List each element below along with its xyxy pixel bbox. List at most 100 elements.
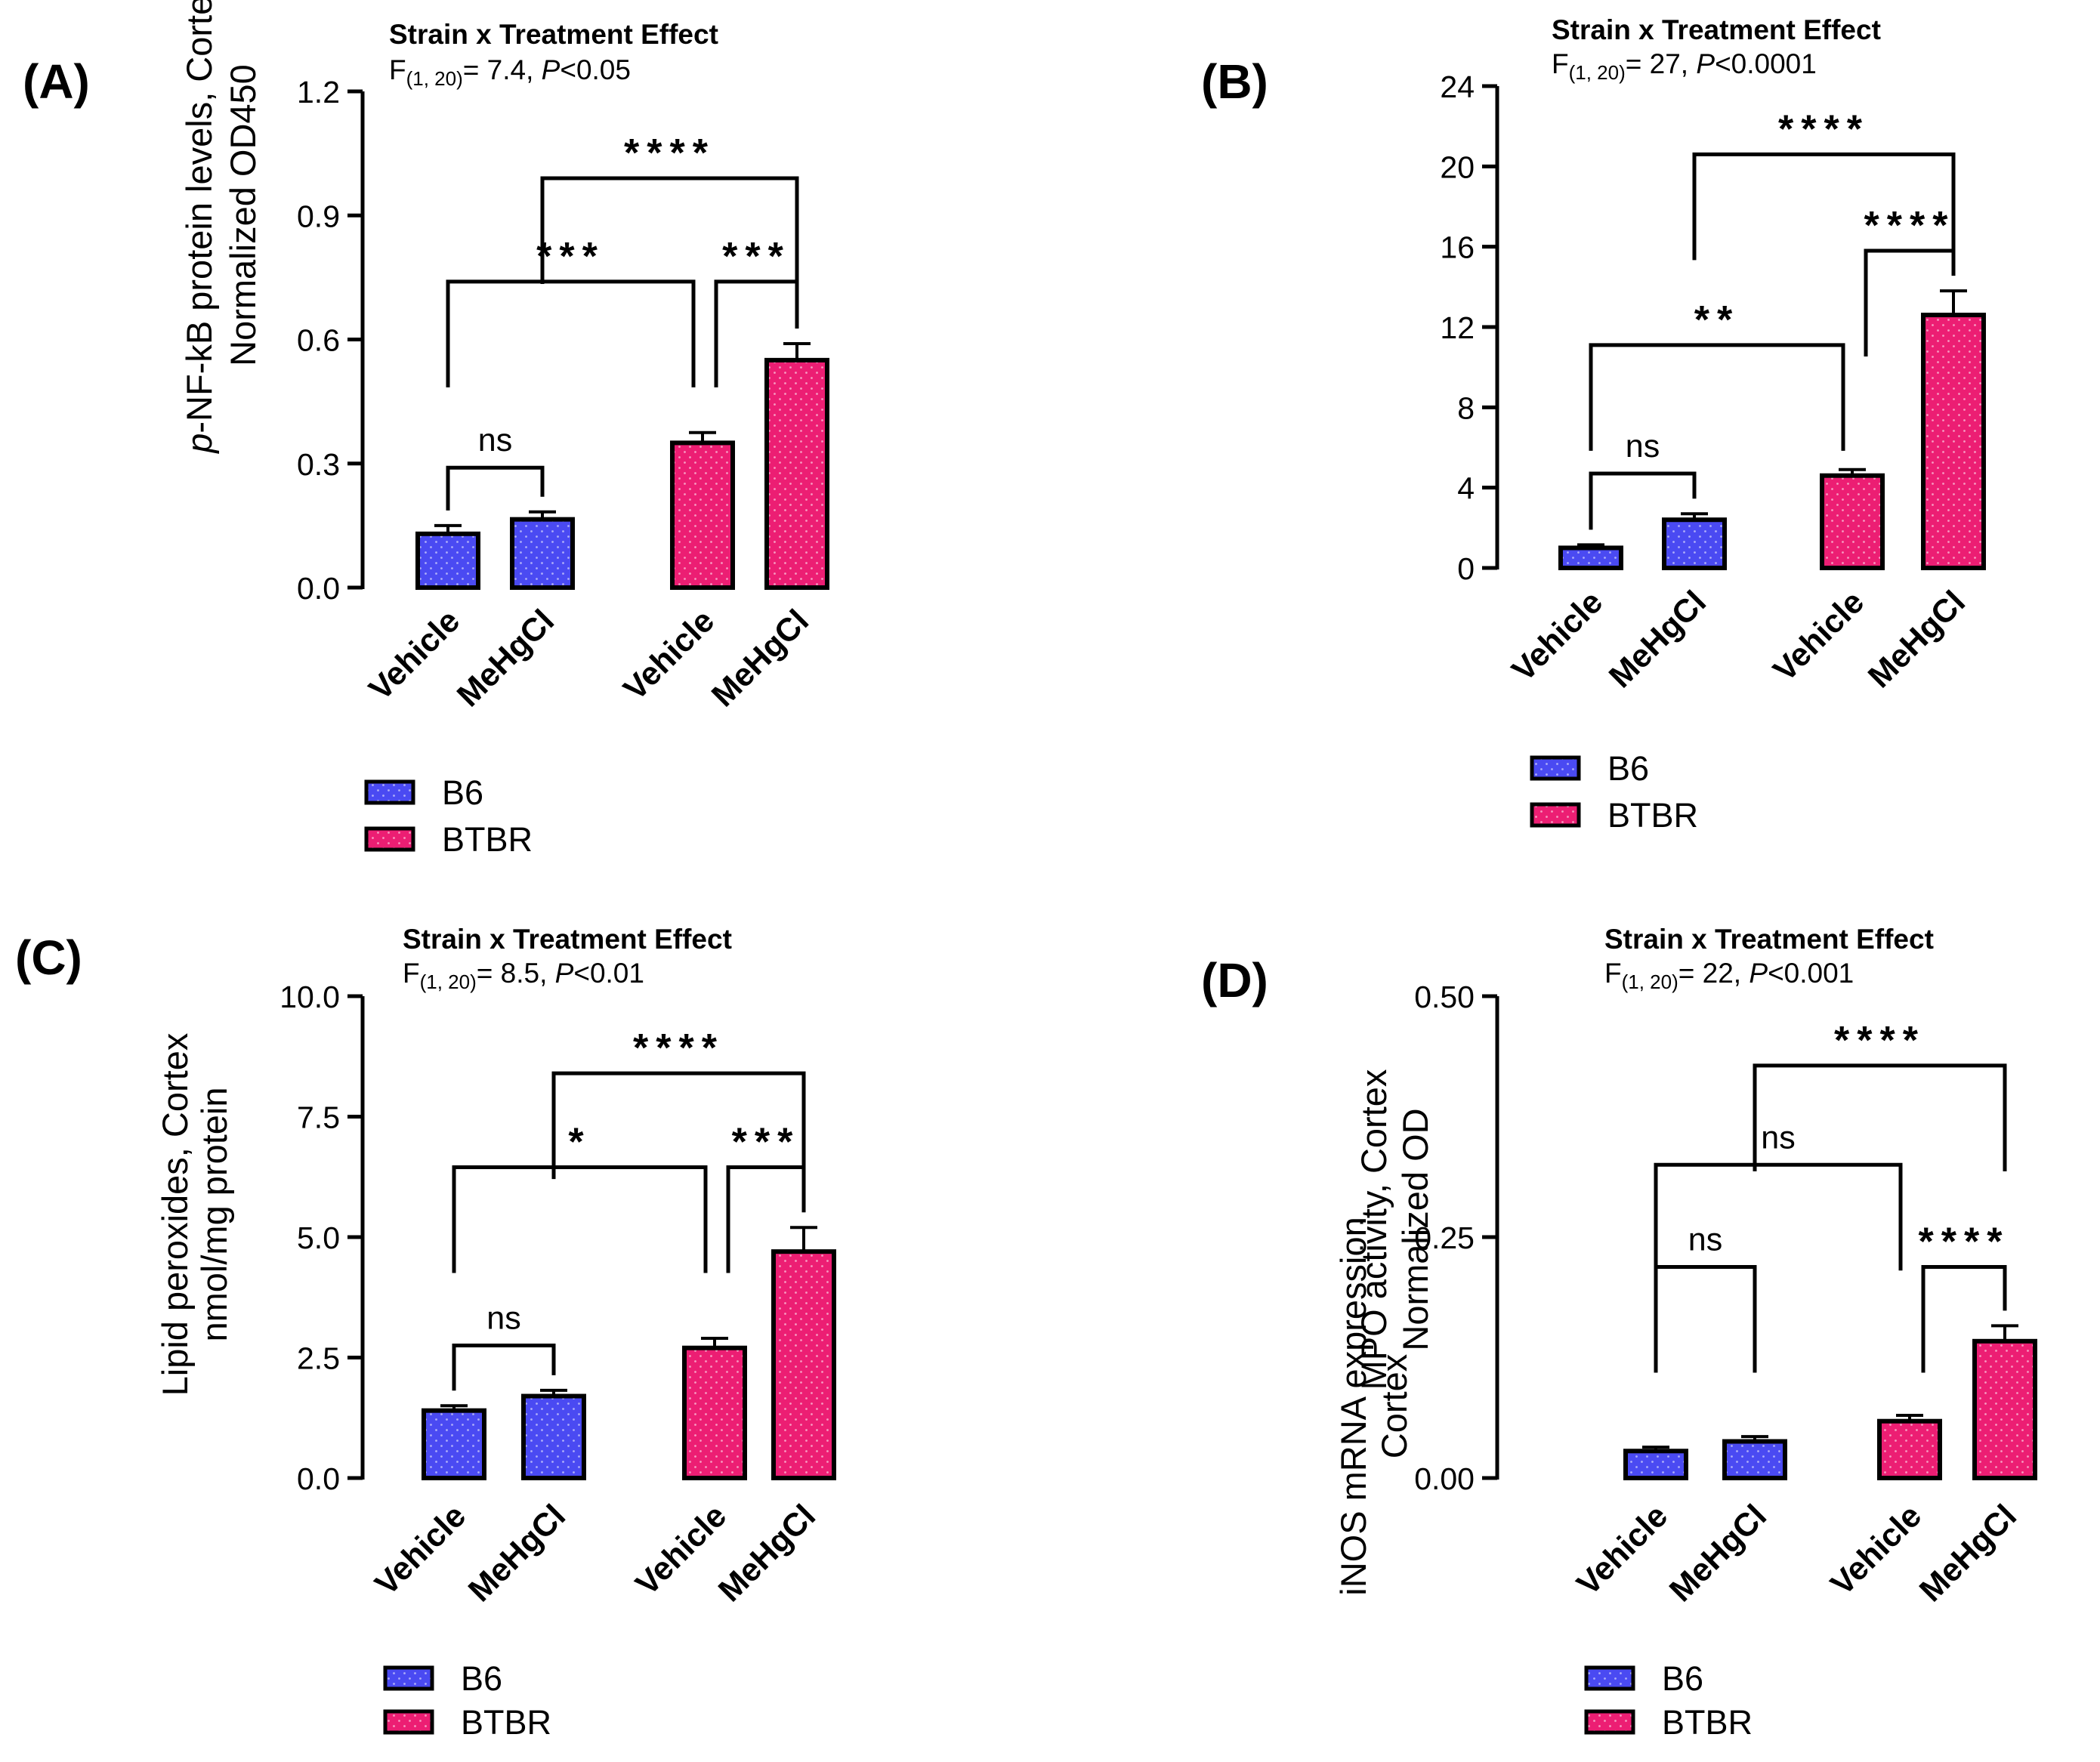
y-axis: 0 4 8 12 16 20 24 <box>1440 69 1499 586</box>
x-tick-label: MeHgCl <box>1913 1498 2024 1609</box>
y-axis: 0.0 0.3 0.6 0.9 1.2 <box>297 75 365 606</box>
x-tick-label: MeHgCl <box>462 1498 573 1609</box>
stat-df: (1, 20) <box>406 67 463 90</box>
y-axis-label-segment: p <box>179 434 219 455</box>
comparisons: ns **** ns **** <box>1654 1019 2010 1373</box>
comparison-bracket <box>446 465 545 511</box>
bar-b6 <box>1662 517 1727 571</box>
y-tick-label: 4 <box>1457 471 1475 506</box>
effect-title: Strain x Treatment Effect <box>1552 14 1881 45</box>
p-value: <0.05 <box>560 54 631 85</box>
y-axis-label-line: Normalized OD <box>1395 1108 1435 1350</box>
stat-prefix: F <box>389 54 406 85</box>
comparison-bracket <box>446 279 696 387</box>
comparisons: ns* ******* <box>452 1026 806 1391</box>
p-value: <0.01 <box>573 958 644 989</box>
x-tick-label: MeHgCl <box>712 1498 823 1609</box>
y-tick-label: 7.5 <box>297 1100 340 1135</box>
stat-df: (1, 20) <box>1622 970 1678 993</box>
legend-swatch-b6 <box>383 1665 434 1691</box>
bar-b6 <box>1722 1439 1787 1480</box>
y-axis-label: p-NF-kB protein levels, Cortex Normalized… <box>179 0 263 455</box>
x-tick-label: Vehicle <box>1766 584 1871 689</box>
significance-label: **** <box>1864 204 1956 248</box>
p-symbol: P <box>542 54 561 85</box>
y-tick-label: 0.0 <box>297 571 340 606</box>
bar-b6 <box>415 531 480 591</box>
y-tick-label: 0.50 <box>1414 980 1475 1014</box>
legend: B6 BTBR <box>364 773 533 859</box>
y-tick-label: 24 <box>1440 69 1475 104</box>
legend: B6 BTBR <box>1584 1659 1753 1742</box>
comparisons: ns********** <box>446 131 799 511</box>
y-axis-label: Lipid peroxides, Cortex nmol/mg protein <box>155 1033 234 1396</box>
effect-title: Strain x Treatment Effect <box>403 924 732 955</box>
effect-title: Strain x Treatment Effect <box>1604 924 1934 955</box>
p-value: <0.0001 <box>1715 48 1817 79</box>
legend-label: BTBR <box>1607 796 1698 835</box>
bar-b6 <box>521 1393 586 1481</box>
bars <box>415 341 829 591</box>
bar-btbr <box>1921 313 1986 570</box>
p-symbol: P <box>1696 48 1715 79</box>
stat-df: (1, 20) <box>1569 61 1626 84</box>
legend-swatch-b6 <box>1584 1665 1635 1691</box>
y-axis: 0.0 2.5 5.0 7.5 10.0 <box>279 980 365 1496</box>
y-tick-label: 2.5 <box>297 1341 340 1376</box>
bar-btbr <box>682 1345 747 1480</box>
y-tick-label: 0.0 <box>297 1461 340 1496</box>
bar-b6 <box>510 517 575 590</box>
comparison-bracket <box>1589 471 1697 530</box>
effect-title: Strain x Treatment Effect <box>389 19 718 50</box>
significance-label: *** <box>722 235 791 279</box>
legend-swatch-btbr <box>383 1709 434 1735</box>
significance-label: *** <box>536 235 605 279</box>
significance-label: **** <box>1919 1220 2010 1264</box>
bar-b6 <box>422 1408 486 1481</box>
panel-label: (A) <box>23 54 90 109</box>
x-tick-label: Vehicle <box>616 603 721 708</box>
y-tick-label: 16 <box>1440 230 1475 265</box>
y-axis-label-line: Lipid peroxides, Cortex <box>155 1033 195 1396</box>
y-axis-label-line: iNOS mRNA expression <box>1333 1217 1373 1596</box>
significance-label: ns <box>486 1301 520 1337</box>
comparison-bracket <box>1654 1265 1757 1373</box>
stat-value: = 27, <box>1626 48 1697 79</box>
y-tick-label: 0.9 <box>297 199 340 233</box>
y-axis-label-line: MPO activity, Cortex <box>1354 1069 1394 1390</box>
x-tick-label: MeHgCl <box>1602 584 1713 695</box>
significance-label: **** <box>624 131 715 175</box>
y-tick-label: 12 <box>1440 310 1475 345</box>
legend-label: BTBR <box>442 820 533 859</box>
legend-label: BTBR <box>461 1703 551 1742</box>
y-axis-label-segment: Normalized OD <box>1395 1108 1435 1350</box>
y-axis-label-segment: -NF-kB protein levels, Cortex <box>179 0 219 434</box>
comparison-bracket <box>452 1165 708 1273</box>
y-axis-label-line: Cortex <box>1374 1354 1414 1458</box>
comparison-bracket <box>540 176 799 284</box>
x-tick-label: Vehicle <box>1505 584 1610 689</box>
stat-prefix: F <box>1604 958 1622 989</box>
stat-prefix: F <box>1552 48 1569 79</box>
y-tick-label: 20 <box>1440 150 1475 184</box>
y-tick-label: 0.00 <box>1414 1461 1475 1496</box>
panel-label: (B) <box>1201 54 1268 109</box>
stat-prefix: F <box>403 958 420 989</box>
y-axis-label-segment: nmol/mg protein <box>194 1088 234 1342</box>
stat-df: (1, 20) <box>420 970 477 993</box>
y-axis-label-segment: Normalized OD450 <box>223 64 263 366</box>
significance-label: ** <box>1694 298 1740 342</box>
y-tick-label: 0.6 <box>297 323 340 358</box>
y-tick-label: 0.3 <box>297 447 340 482</box>
stat-line: F(1, 20)= 8.5, P<0.01 <box>403 958 644 993</box>
y-tick-label: 0.25 <box>1414 1220 1475 1255</box>
bar-btbr <box>1877 1418 1942 1480</box>
comparison-bracket <box>1921 1265 2007 1373</box>
comparison-bracket <box>726 1165 806 1273</box>
